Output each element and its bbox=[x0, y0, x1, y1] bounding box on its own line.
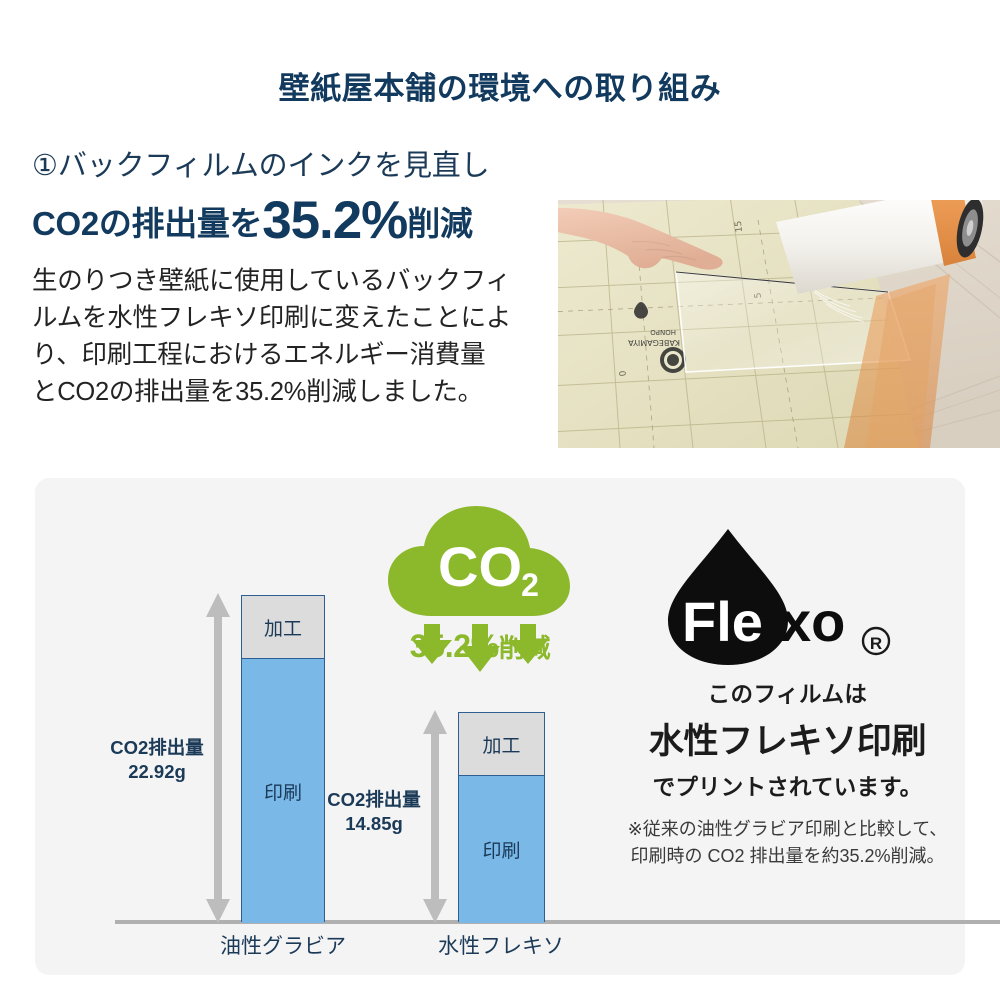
flexo-block: Fle xo R このフィルムは 水性フレキソ印刷 でプリントされています。 ※… bbox=[610, 523, 965, 870]
page-title: 壁紙屋本舗の環境への取り組み bbox=[278, 71, 722, 106]
flexo-note-line: 印刷時の CO2 排出量を約35.2%削減。 bbox=[630, 846, 945, 866]
bar-caption-oil-gravure: 油性グラビア bbox=[220, 935, 346, 958]
co2-bar-chart: 加工 印刷 油性グラビア CO2排出量 22.92g 加工 bbox=[35, 478, 1000, 975]
intro-body-line: ルムを水性フレキソ印刷に変えたことによ bbox=[32, 303, 512, 332]
flexo-note-line: ※従来の油性グラビア印刷と比較して、 bbox=[627, 819, 948, 839]
intro-body-line: り、印刷工程におけるエネルギー消費量 bbox=[32, 341, 486, 370]
value-label-title: CO2排出量 bbox=[110, 737, 204, 758]
intro-heading-step: ①バックフィルムのインクを見直し bbox=[32, 150, 490, 182]
value-label-water-flexo: CO2排出量 14.85g bbox=[314, 788, 434, 837]
svg-text:R: R bbox=[870, 634, 882, 653]
flexo-logo-text-dark: xo bbox=[780, 590, 845, 653]
flexo-logo: Fle xo R bbox=[610, 523, 965, 673]
measure-arrow-oil-gravure bbox=[205, 593, 231, 928]
flexo-note: ※従来の油性グラビア印刷と比較して、 印刷時の CO2 排出量を約35.2%削減… bbox=[610, 816, 965, 870]
value-label-amount: 22.92g bbox=[128, 761, 186, 783]
value-label-oil-gravure: CO2排出量 22.92g bbox=[97, 736, 217, 785]
svg-text:KABEGAMIYA: KABEGAMIYA bbox=[628, 338, 680, 347]
bar-segment-label: 加工 bbox=[482, 735, 521, 757]
backfilm-photo: 0 10 15 5 KABEGAMIYA HONPO bbox=[558, 200, 1000, 448]
intro-heading-main: CO2の排出量を35.2%削減 bbox=[32, 192, 552, 250]
bar-segment-label: 印刷 bbox=[482, 841, 521, 862]
bar-segment-label: 加工 bbox=[263, 618, 302, 640]
intro-body-line: とCO2の排出量を35.2%削減しました。 bbox=[32, 378, 483, 407]
svg-text:15: 15 bbox=[734, 220, 745, 232]
bar-segment-processing: 加工 bbox=[459, 713, 544, 776]
bar-oil-gravure: 加工 印刷 bbox=[241, 595, 325, 923]
value-label-amount: 14.85g bbox=[345, 813, 403, 835]
flexo-line-1: このフィルムは bbox=[707, 682, 868, 707]
flexo-line-2: 水性フレキソ印刷 bbox=[648, 722, 927, 761]
intro-block: ①バックフィルムのインクを見直し CO2の排出量を35.2%削減 生のりつき壁紙… bbox=[32, 150, 552, 412]
svg-text:HONPO: HONPO bbox=[650, 328, 676, 336]
svg-text:CO: CO bbox=[438, 535, 522, 598]
bar-segment-processing: 加工 bbox=[242, 596, 324, 659]
bar-caption-water-flexo: 水性フレキソ bbox=[438, 935, 564, 958]
measure-arrow-water-flexo bbox=[422, 710, 448, 928]
intro-heading-percent: 35.2% bbox=[262, 191, 408, 251]
intro-heading-prefix: CO2の排出量を bbox=[32, 205, 263, 243]
co2-cloud-icon: CO 2 bbox=[380, 500, 580, 680]
intro-body: 生のりつき壁紙に使用しているバックフィ ルムを水性フレキソ印刷に変えたことによ … bbox=[32, 263, 552, 412]
value-label-title: CO2排出量 bbox=[327, 789, 421, 810]
bar-segment-printing: 印刷 bbox=[242, 659, 324, 923]
cloud-reduction-suffix: 削減 bbox=[498, 633, 551, 663]
svg-text:2: 2 bbox=[521, 567, 539, 603]
comparison-panel: 加工 印刷 油性グラビア CO2排出量 22.92g 加工 bbox=[35, 478, 1000, 975]
flexo-line-3: でプリントされています。 bbox=[652, 775, 923, 800]
bar-segment-label: 印刷 bbox=[263, 782, 302, 804]
flexo-logo-text-light: Fle bbox=[682, 590, 763, 653]
svg-text:0: 0 bbox=[618, 370, 629, 377]
intro-heading-suffix: 削減 bbox=[407, 205, 473, 243]
cloud-reduction-value: 35.2% bbox=[409, 628, 499, 664]
bar-segment-printing: 印刷 bbox=[459, 776, 544, 923]
chart-baseline bbox=[115, 920, 1000, 924]
bar-water-flexo: 加工 印刷 bbox=[458, 712, 545, 923]
intro-body-line: 生のりつき壁紙に使用しているバックフィ bbox=[32, 266, 511, 295]
cloud-reduction-label: 35.2%削減 bbox=[360, 628, 600, 665]
